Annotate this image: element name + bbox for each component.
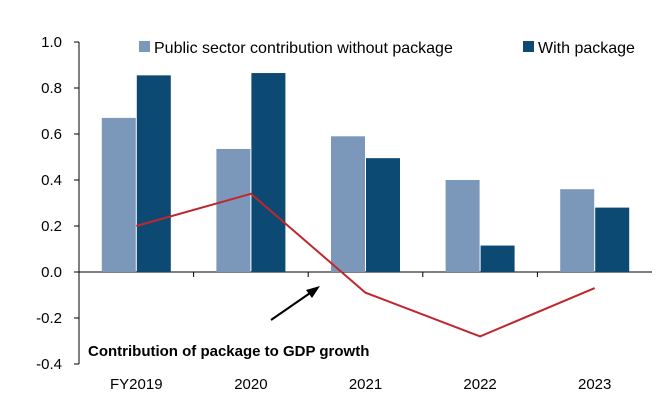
bar-without-package — [101, 117, 136, 273]
bar-without-package — [560, 189, 595, 272]
bar-with-package — [136, 75, 171, 272]
x-tick-label: 2023 — [578, 376, 611, 393]
legend-swatch-with-package — [523, 41, 534, 52]
line-gdp-contribution — [136, 192, 596, 338]
bar-without-package — [445, 180, 480, 272]
y-tick-label: 1.0 — [41, 34, 62, 51]
y-tick-label: 0.6 — [41, 126, 62, 143]
bar-with-package — [480, 245, 515, 272]
annotation-arrow-head — [306, 286, 320, 298]
legend-swatch-without-package — [139, 41, 150, 52]
bar-without-package — [216, 148, 251, 272]
y-tick-label: -0.4 — [36, 356, 62, 373]
bar-without-package — [331, 136, 365, 272]
y-tick-label: 0.0 — [41, 264, 62, 281]
y-tick-label: 0.8 — [41, 80, 62, 97]
x-tick-label: 2020 — [234, 376, 267, 393]
y-tick-label: 0.2 — [41, 218, 62, 235]
axis-layer: 1.0 0.8 0.6 0.4 0.2 0.0 -0.2 -0.4 FY2019 2020 2021… — [36, 34, 652, 393]
bar-with-package — [595, 207, 630, 272]
legend: Public sector contribution without packa… — [139, 40, 635, 57]
x-tick-label: 2021 — [349, 376, 382, 393]
legend-label-without-package: Public sector contribution without packa… — [154, 40, 453, 57]
bar-with-package — [251, 73, 286, 272]
y-tick-label: 0.4 — [41, 172, 62, 189]
line-layer — [136, 192, 596, 338]
annotation-label: Contribution of package to GDP growth — [88, 343, 369, 360]
x-tick-label: FY2019 — [110, 376, 163, 393]
x-tick-label: 2022 — [463, 376, 496, 393]
bar-layer — [101, 73, 630, 273]
annotation-arrow-shaft — [270, 290, 314, 321]
bar-with-package — [366, 158, 400, 272]
annotation: Contribution of package to GDP growth — [88, 286, 369, 360]
y-tick-label: -0.2 — [36, 310, 62, 327]
legend-label-with-package: With package — [538, 40, 635, 57]
